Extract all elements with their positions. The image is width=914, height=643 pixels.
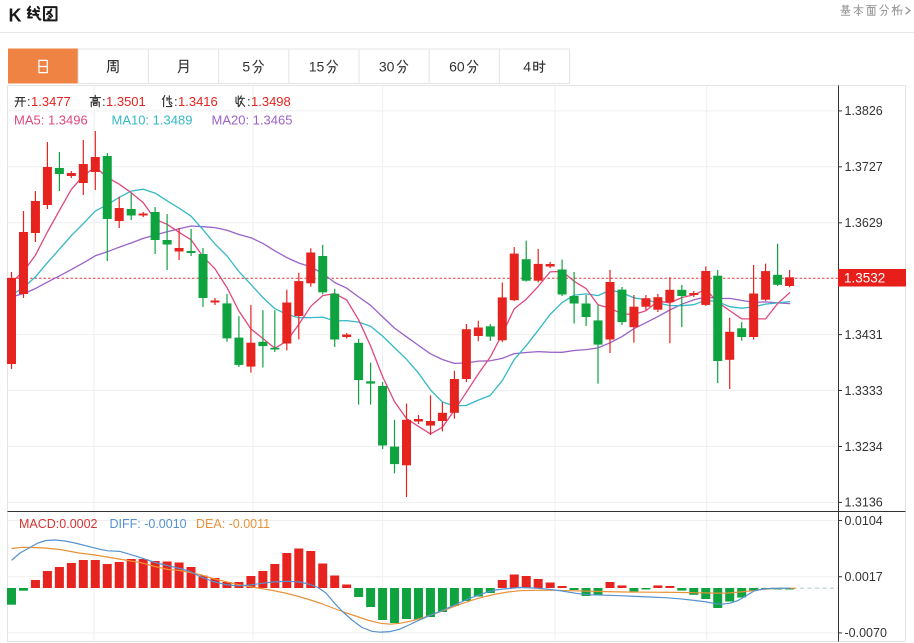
svg-text:MACD:0.0002: MACD:0.0002 (19, 517, 98, 531)
svg-text:-0.0070: -0.0070 (845, 626, 887, 640)
svg-text:0.0017: 0.0017 (845, 570, 883, 584)
svg-text:5: 5 (242, 59, 250, 75)
svg-text:0.0104: 0.0104 (845, 514, 883, 528)
svg-text:15: 15 (309, 59, 325, 75)
svg-text:1.3501: 1.3501 (106, 94, 146, 109)
svg-text::: : (247, 94, 251, 109)
svg-text:MA20: 1.3465: MA20: 1.3465 (212, 113, 293, 128)
svg-text::: : (102, 94, 106, 109)
svg-text::: : (27, 94, 31, 109)
svg-text:1.3826: 1.3826 (845, 104, 883, 118)
svg-text:60: 60 (449, 59, 465, 75)
svg-text:1.3532: 1.3532 (844, 271, 885, 286)
svg-text:30: 30 (379, 59, 395, 75)
svg-text:1.3431: 1.3431 (845, 328, 883, 342)
svg-text:DIFF: -0.0010: DIFF: -0.0010 (110, 517, 187, 531)
svg-text:MA5: 1.3496: MA5: 1.3496 (14, 113, 88, 128)
svg-text:4: 4 (523, 59, 531, 75)
svg-text:1.3416: 1.3416 (178, 94, 218, 109)
svg-text:1.3136: 1.3136 (845, 496, 883, 510)
svg-text:1.3629: 1.3629 (845, 216, 883, 230)
svg-text:1.3234: 1.3234 (845, 440, 883, 454)
svg-text:1.3477: 1.3477 (31, 94, 71, 109)
svg-text:1.3498: 1.3498 (251, 94, 291, 109)
svg-text:DEA: -0.0011: DEA: -0.0011 (196, 517, 270, 531)
svg-text::: : (174, 94, 178, 109)
svg-text:K: K (9, 6, 22, 26)
svg-text:1.3333: 1.3333 (845, 384, 883, 398)
svg-text:1.3727: 1.3727 (845, 160, 883, 174)
svg-text:MA10: 1.3489: MA10: 1.3489 (112, 113, 193, 128)
